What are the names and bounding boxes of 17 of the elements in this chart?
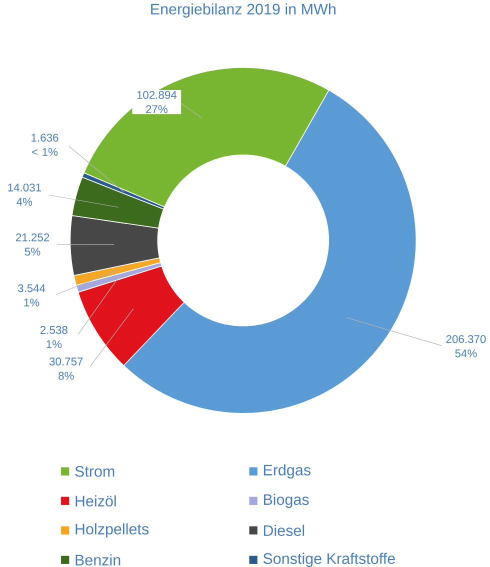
data-label: 14.031 4% <box>8 184 41 206</box>
legend-label: Heizöl <box>76 495 116 506</box>
legend-label: Diesel <box>264 524 304 536</box>
data-label: 2.538 1% <box>40 326 68 348</box>
legend-label: Holzpellets <box>76 523 148 538</box>
data-label: 102.894 27% <box>137 90 176 114</box>
data-label: 206.370 54% <box>446 335 486 358</box>
legend-label: Benzin <box>76 554 120 566</box>
legend-label: Erdgas <box>264 464 310 478</box>
legend-label: Sonstige Kraftstoffe <box>263 552 395 567</box>
chart-title: Energiebilanz 2019 in MWh <box>150 3 336 18</box>
legend-label: Biogas <box>264 494 309 508</box>
data-label: 1.636 < 1% <box>31 134 58 156</box>
data-label: 21.252 5% <box>16 233 49 256</box>
data-label: 3.544 1% <box>18 284 46 306</box>
legend-label: Strom <box>74 466 114 477</box>
data-label: 30.757 8% <box>49 358 82 380</box>
